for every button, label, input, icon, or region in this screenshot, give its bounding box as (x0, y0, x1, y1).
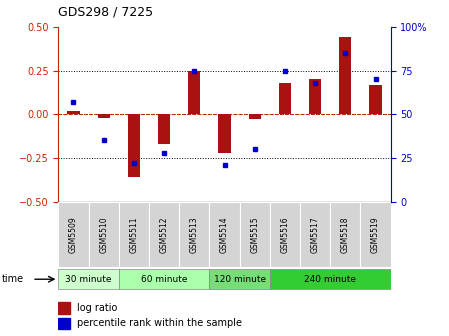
Bar (330, 202, 361, 267)
Text: GSM5514: GSM5514 (220, 216, 229, 253)
Bar (370, 85, 382, 114)
Bar (58, 269, 119, 290)
Text: GSM5511: GSM5511 (129, 216, 138, 253)
Text: 240 minute: 240 minute (304, 275, 356, 284)
Text: log ratio: log ratio (77, 303, 117, 313)
Text: GSM5515: GSM5515 (250, 216, 259, 253)
Bar (67, 111, 79, 114)
Text: GSM5510: GSM5510 (99, 216, 108, 253)
Text: GSM5509: GSM5509 (69, 216, 78, 253)
Bar (209, 269, 270, 290)
Bar (270, 202, 300, 267)
Text: 30 minute: 30 minute (65, 275, 112, 284)
Text: percentile rank within the sample: percentile rank within the sample (77, 319, 242, 328)
Text: GSM5512: GSM5512 (159, 216, 168, 253)
Text: GSM5513: GSM5513 (190, 216, 199, 253)
Text: 60 minute: 60 minute (141, 275, 187, 284)
Bar (88, 202, 119, 267)
Bar (58, 202, 88, 267)
Text: time: time (2, 274, 24, 284)
Bar (249, 114, 261, 120)
Bar (209, 202, 240, 267)
Bar (219, 114, 230, 153)
Bar (58, 318, 70, 329)
Bar (149, 202, 179, 267)
Bar (119, 269, 209, 290)
Bar (339, 37, 352, 114)
Bar (188, 71, 200, 114)
Bar (158, 114, 170, 144)
Bar (97, 114, 110, 118)
Text: GSM5518: GSM5518 (341, 216, 350, 253)
Bar (300, 202, 330, 267)
Bar (361, 202, 391, 267)
Bar (128, 114, 140, 177)
Bar (179, 202, 209, 267)
Bar (270, 269, 391, 290)
Bar (119, 202, 149, 267)
Text: GSM5519: GSM5519 (371, 216, 380, 253)
Text: GSM5517: GSM5517 (311, 216, 320, 253)
Bar (240, 202, 270, 267)
Text: GSM5516: GSM5516 (281, 216, 290, 253)
Bar (309, 79, 321, 114)
Text: GDS298 / 7225: GDS298 / 7225 (58, 5, 154, 18)
Bar (58, 302, 70, 314)
Text: 120 minute: 120 minute (214, 275, 266, 284)
Bar (279, 83, 291, 114)
